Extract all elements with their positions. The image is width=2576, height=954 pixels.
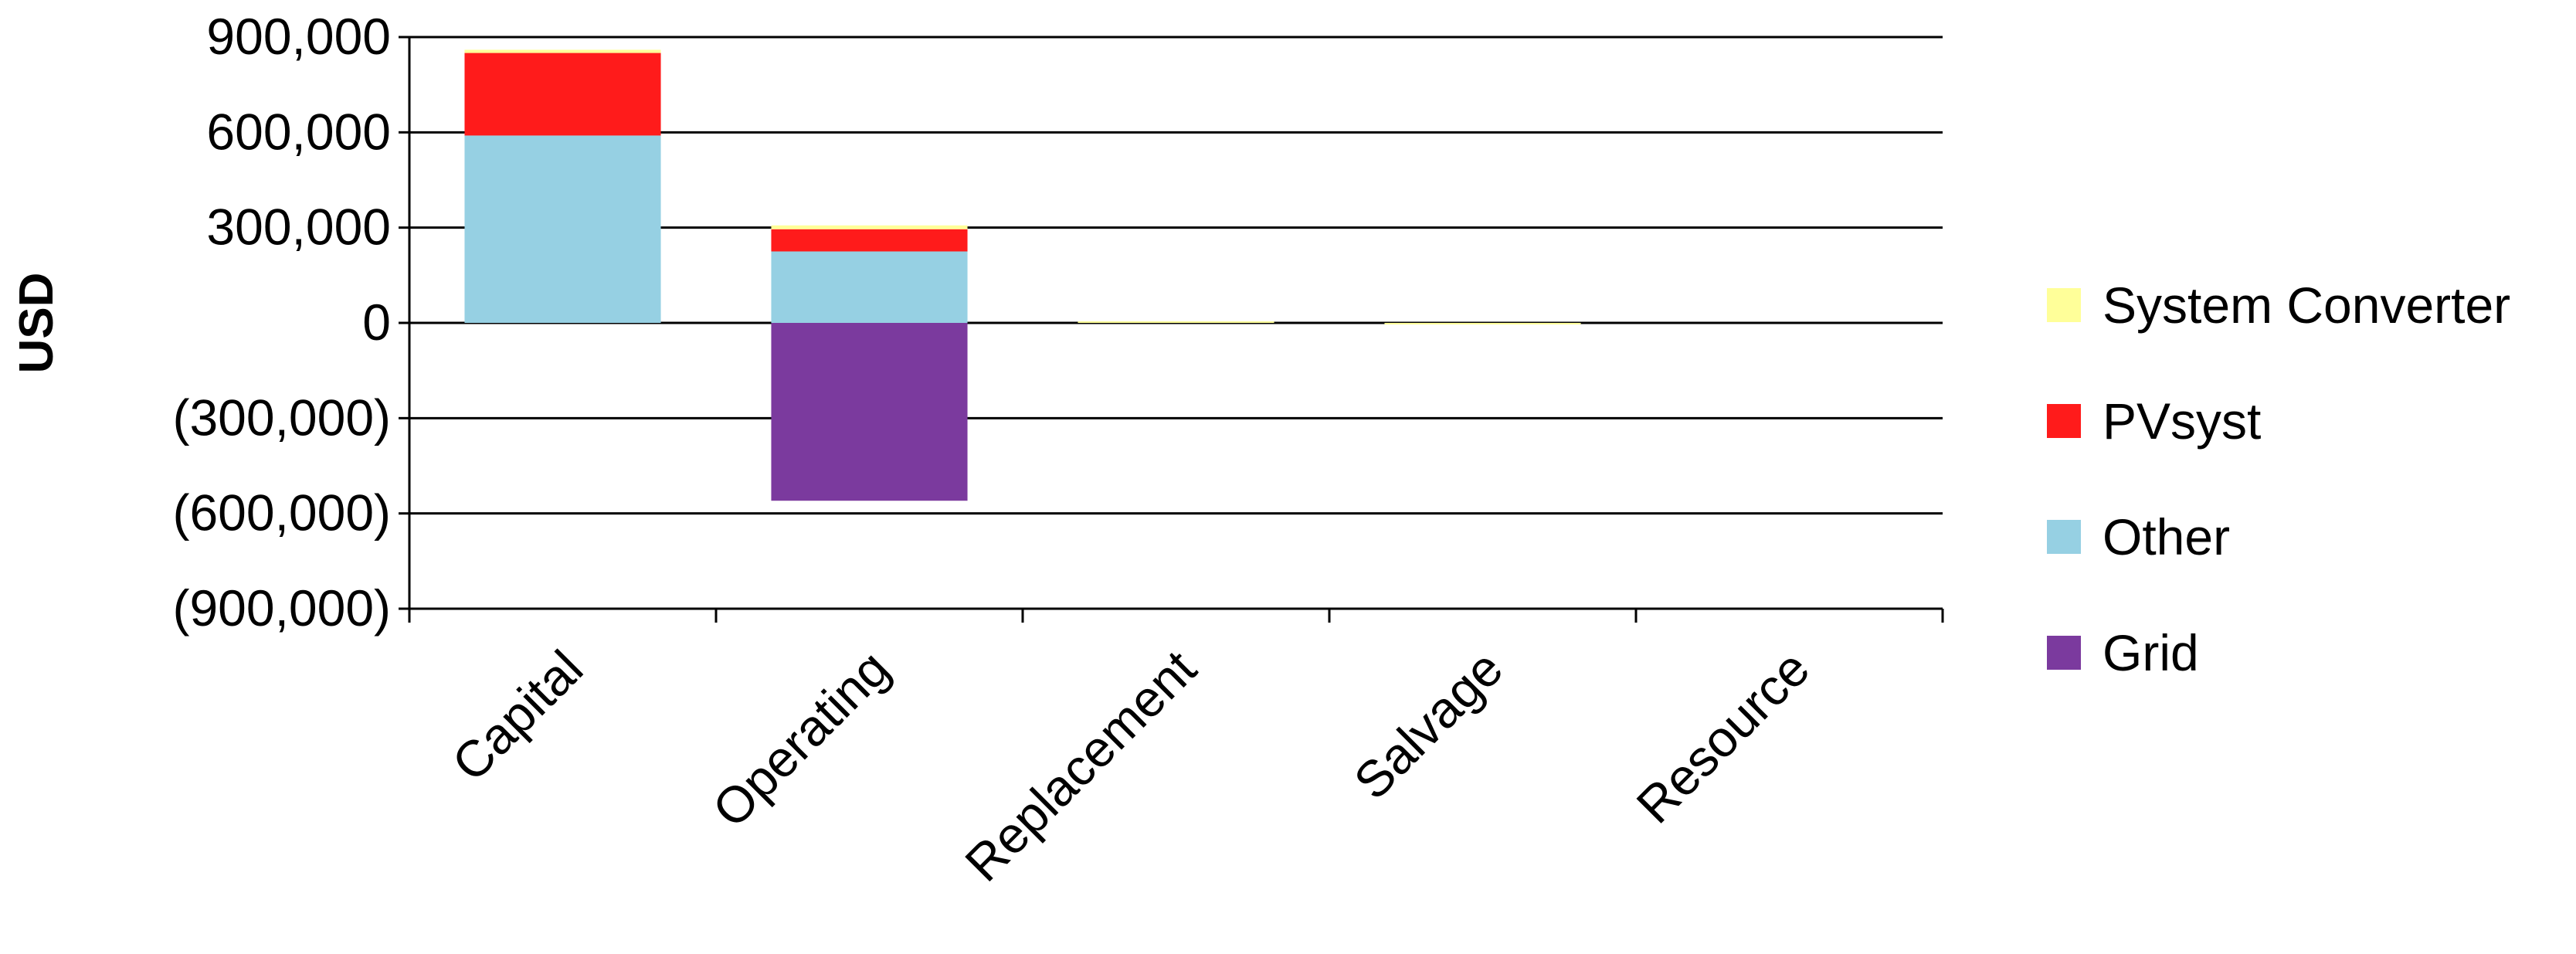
legend-swatch <box>2047 520 2081 554</box>
bar-system-converter <box>464 49 661 53</box>
y-tick-label: (900,000) <box>172 579 391 637</box>
y-tick-label: 900,000 <box>206 8 391 65</box>
bar-pvsyst <box>464 53 661 136</box>
bar-system-converter <box>771 225 968 229</box>
bar-grid <box>771 323 968 501</box>
y-tick-label: 300,000 <box>206 199 391 256</box>
bar-other <box>771 251 968 323</box>
category-label: Salvage <box>1342 640 1513 810</box>
legend-label: Other <box>2103 508 2230 565</box>
y-tick-label: 0 <box>362 294 391 351</box>
legend-swatch <box>2047 636 2081 670</box>
legend-label: PVsyst <box>2103 392 2261 450</box>
y-tick-label: (300,000) <box>172 389 391 446</box>
y-axis-title: USD <box>10 273 63 374</box>
y-tick-label: (600,000) <box>172 484 391 542</box>
category-label: Operating <box>701 640 900 838</box>
category-label: Resource <box>1625 640 1820 834</box>
legend-swatch <box>2047 288 2081 322</box>
bar-system-converter <box>1078 321 1274 323</box>
y-tick-labels: 900,000 600,000 300,000 0 (300,000) (600,000)… <box>172 8 391 637</box>
bars <box>464 49 1581 501</box>
category-label: Replacement <box>954 640 1207 892</box>
bar-system-converter <box>1384 323 1581 324</box>
axes <box>399 36 1944 623</box>
legend-label: Grid <box>2103 624 2199 681</box>
y-tick-label: 600,000 <box>206 103 391 160</box>
legend-swatch <box>2047 404 2081 438</box>
bar-other <box>464 135 661 323</box>
legend: System Converter PVsyst Other Grid <box>2047 277 2510 681</box>
legend-label: System Converter <box>2103 277 2510 334</box>
category-labels: Capital Operating Replacement Salvage Resour… <box>441 640 1821 892</box>
bar-pvsyst <box>771 229 968 252</box>
category-label: Capital <box>441 640 594 793</box>
gridlines <box>409 36 1943 515</box>
